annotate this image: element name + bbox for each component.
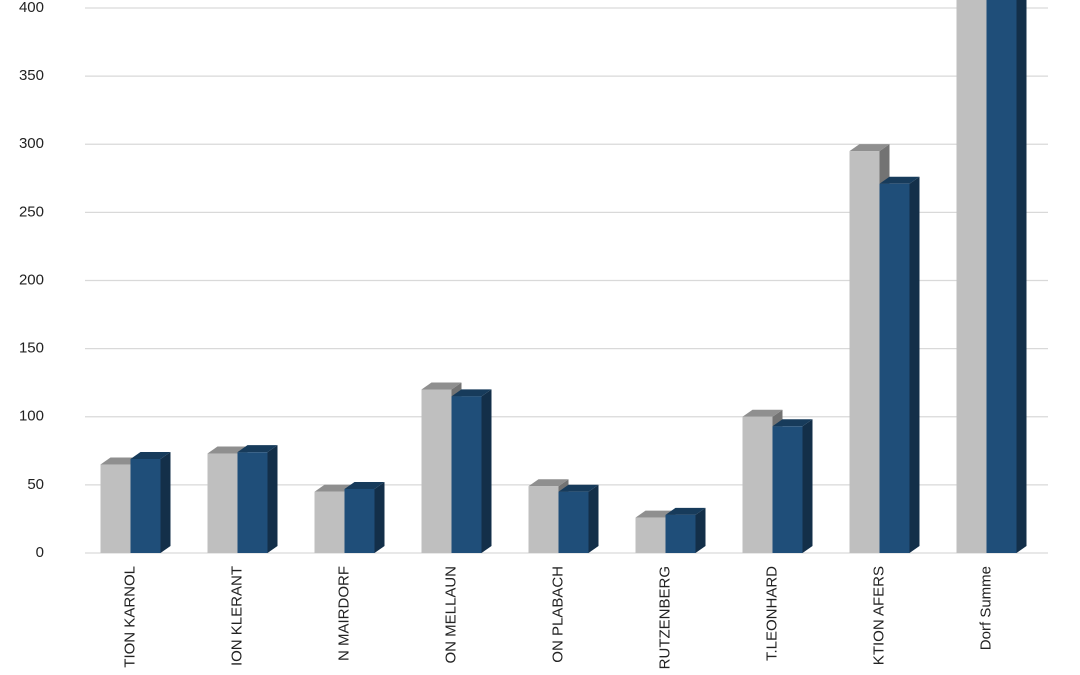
bar-top [237, 445, 278, 453]
bar-top [344, 481, 385, 489]
y-tick-label: 200 [19, 271, 44, 288]
bar-top [130, 451, 171, 459]
bar-top [742, 409, 783, 417]
y-tick-label: 50 [27, 476, 44, 493]
y-tick-label: 400 [19, 0, 44, 16]
x-tick-label: Dorf Summe [977, 566, 994, 650]
bar-top [421, 382, 462, 390]
bar [665, 514, 696, 553]
y-tick-label: 300 [19, 135, 44, 152]
bar [314, 491, 345, 553]
bar [742, 416, 773, 553]
x-tick-label: N MAIRDORF [335, 566, 352, 661]
x-tick-label: T.LEONHARD [763, 566, 780, 661]
x-tick-label: ION KLERANT [228, 566, 245, 666]
bar [130, 458, 161, 553]
bar [849, 151, 880, 553]
bar-top [451, 389, 492, 397]
y-tick-label: 100 [19, 408, 44, 425]
y-tick-label: 0 [36, 544, 44, 561]
bar-side [374, 481, 385, 553]
bar [344, 488, 375, 553]
bar-top [558, 484, 599, 492]
bar [207, 453, 238, 553]
bar-side [695, 507, 706, 553]
x-tick-label: ON PLABACH [549, 566, 566, 663]
bar-side [1016, 0, 1027, 553]
bar-top [207, 446, 248, 454]
bar [528, 486, 559, 553]
bar-top [879, 176, 920, 184]
x-tick-label: TION KARNOL [121, 566, 138, 668]
x-tick-label: RUTZENBERG [656, 566, 673, 669]
bar-side [909, 176, 920, 553]
y-tick-label: 250 [19, 203, 44, 220]
bar [986, 0, 1017, 553]
bar [772, 426, 803, 553]
bar [100, 464, 131, 553]
x-tick-label: ON MELLAUN [442, 566, 459, 664]
bar-top [528, 479, 569, 487]
x-tick-label: KTION AFERS [870, 566, 887, 665]
y-tick-label: 150 [19, 340, 44, 357]
bar [879, 183, 910, 553]
bar-top [665, 507, 706, 515]
bar-side [160, 451, 171, 553]
bar-side [481, 389, 492, 553]
bar [237, 452, 268, 553]
bar [956, 0, 987, 553]
bar-top [772, 419, 813, 427]
bar [421, 389, 452, 553]
bar-side [588, 484, 599, 553]
y-tick-label: 350 [19, 67, 44, 84]
bar [451, 396, 482, 553]
bar-top [849, 144, 890, 152]
bar-side [267, 445, 278, 553]
bar-side [802, 419, 813, 553]
bar [635, 517, 666, 553]
bar [558, 491, 589, 553]
